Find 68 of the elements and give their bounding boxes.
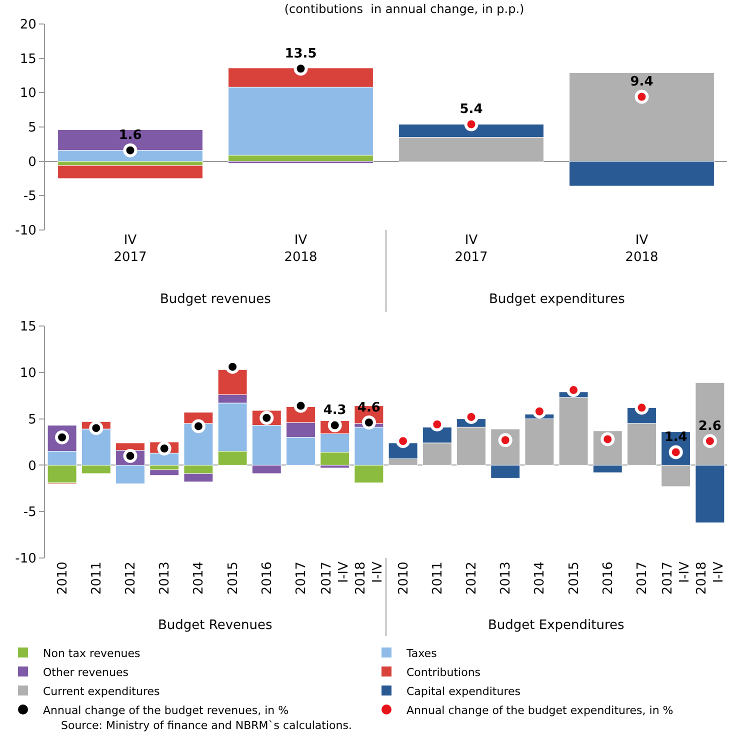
x-tick-label: IV 2018 bbox=[284, 233, 318, 265]
x-tick-label: 2015 bbox=[566, 562, 582, 595]
data-label: 4.3 bbox=[323, 403, 346, 418]
x-tick-label: IV 2017 bbox=[114, 233, 147, 265]
text: Budget Revenues bbox=[158, 618, 273, 633]
point bbox=[634, 90, 649, 104]
point bbox=[702, 434, 717, 448]
legend-label: Non tax revenues bbox=[43, 646, 141, 660]
text: Budget expenditures bbox=[489, 292, 626, 307]
x-tick-label: 2018 I-IV bbox=[694, 562, 727, 595]
y-tick-label: -5 bbox=[23, 505, 36, 520]
x-tick-label: 2012 bbox=[123, 562, 138, 595]
y-tick-label: 10 bbox=[20, 366, 36, 381]
legend-label: Capital expenditures bbox=[406, 684, 521, 698]
x-tick-label: 2016 bbox=[260, 562, 275, 595]
x-tick-label: IV 2018 bbox=[625, 233, 658, 265]
legend-label: Annual change of the budget expenditures, in % bbox=[406, 704, 674, 717]
x-tick-label: 2013 bbox=[498, 562, 514, 595]
x-tick-label: IV 2017 bbox=[454, 233, 488, 265]
y-tick-label: 0 bbox=[28, 458, 36, 474]
point bbox=[89, 421, 104, 436]
x-tick-label: 2017 I-IV bbox=[320, 562, 352, 595]
point bbox=[123, 143, 138, 158]
data-label: 13.5 bbox=[284, 46, 317, 62]
x-tick-label: 2011 bbox=[430, 562, 446, 595]
y-tick-label: 15 bbox=[20, 320, 36, 335]
data-label: 5.4 bbox=[460, 102, 483, 118]
legend-label: Contributions bbox=[406, 666, 481, 679]
legend-label: Other revenues bbox=[43, 666, 129, 679]
x-tick-label: 2017 I-IV bbox=[660, 562, 693, 595]
x-tick-label: 2010 bbox=[396, 562, 412, 595]
x-tick-label: 2015 bbox=[226, 562, 241, 595]
x-tick-label: 2011 bbox=[89, 562, 104, 595]
bar bbox=[58, 165, 203, 179]
source-note: Source: Ministry of finance and NBRM`s calculations. bbox=[61, 719, 352, 732]
bar bbox=[150, 470, 180, 476]
point bbox=[191, 419, 206, 434]
legend-label: Taxes bbox=[406, 646, 438, 660]
legend-label: Current expenditures bbox=[43, 684, 160, 698]
data-label: 1.4 bbox=[664, 430, 688, 446]
x-tick-label: 2017 bbox=[294, 562, 309, 595]
y-tick-label: 5 bbox=[28, 120, 36, 136]
x-tick-label: 2010 bbox=[55, 562, 70, 595]
x-tick-label: 2017 bbox=[634, 562, 650, 595]
x-tick-label: 2016 bbox=[600, 562, 616, 595]
text: Budget Expenditures bbox=[488, 618, 625, 633]
data-label: 9.4 bbox=[630, 74, 654, 90]
chart-title: (contibutions in annual change, in p.p.) bbox=[284, 2, 524, 16]
x-tick-label: 2013 bbox=[158, 562, 173, 595]
y-tick-label: 0 bbox=[28, 154, 36, 170]
y-tick-label: 20 bbox=[20, 18, 36, 33]
y-tick-label: 10 bbox=[20, 86, 36, 102]
y-tick-label: -10 bbox=[15, 224, 36, 239]
y-tick-label: 15 bbox=[20, 52, 36, 67]
x-tick-label: 2014 bbox=[192, 562, 207, 595]
legend-label: Annual change of the budget revenues, in % bbox=[43, 704, 289, 717]
y-tick-label: -10 bbox=[15, 552, 36, 567]
text: Budget revenues bbox=[160, 292, 272, 307]
x-tick-label: 2018 I-IV bbox=[354, 562, 386, 595]
x-tick-label: 2012 bbox=[464, 562, 480, 595]
data-label: 1.6 bbox=[118, 128, 142, 144]
point bbox=[362, 416, 376, 430]
y-tick-label: 5 bbox=[28, 412, 36, 428]
data-label: 2.6 bbox=[698, 418, 722, 434]
point bbox=[600, 432, 615, 446]
y-tick-label: -5 bbox=[23, 189, 36, 204]
point bbox=[157, 442, 172, 456]
x-tick-label: 2014 bbox=[532, 562, 548, 595]
